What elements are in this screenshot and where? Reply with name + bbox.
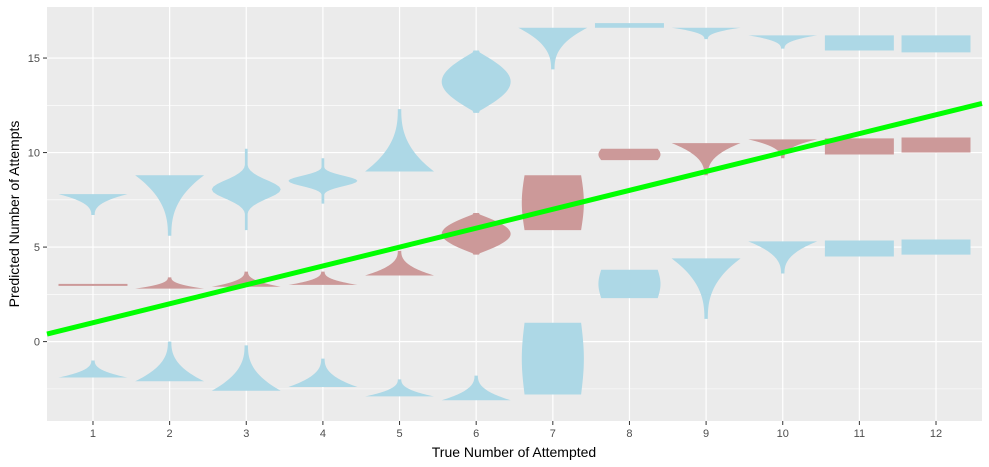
violin-red-11 [824,138,894,155]
violin-blue-4 [288,358,358,387]
violin-blue-1 [58,194,128,215]
violin-blue-5 [365,109,435,172]
violin-red-4 [288,271,358,285]
y-axis: 0 5 10 15 [28,53,47,349]
y-tick-label: 5 [34,242,40,254]
x-tick-label: 6 [473,428,479,440]
x-tick-label: 7 [550,428,556,440]
y-axis-title: Predicted Number of Attempts [6,121,22,308]
y-tick-label: 0 [34,337,40,349]
x-tick-label: 10 [777,428,789,440]
violin-blue-5 [365,379,435,397]
violin-blue-2 [135,175,205,236]
x-tick-label: 3 [243,428,249,440]
x-tick-label: 5 [396,428,402,440]
violin-blue-3 [211,148,281,231]
violin-blue-11 [824,240,894,257]
x-axis: 1 2 3 4 5 6 7 8 9 10 11 12 [90,421,942,440]
x-tick-label: 4 [320,428,326,440]
violin-red-10 [748,139,818,159]
violin-red-1 [58,283,128,286]
violin-blue-9 [671,258,741,319]
y-tick-label: 10 [28,148,40,160]
violin-blue-6 [441,375,511,401]
x-axis-title: True Number of Attempted [432,444,596,460]
x-tick-label: 8 [626,428,632,440]
violin-blue-8 [598,269,661,299]
x-tick-label: 9 [703,428,709,440]
violin-blue-8 [594,23,664,28]
x-tick-label: 2 [167,428,173,440]
violin-blue-9 [671,27,741,40]
violin-red-8 [598,148,661,161]
violin-red-5 [365,250,435,276]
violin-blue-10 [748,241,818,274]
violin-blue-4 [288,158,358,204]
violin-blue-7 [518,27,588,70]
plot-panel [47,7,982,421]
violin-red-2 [135,277,205,289]
violin-blue-12 [901,35,971,53]
violin-red-12 [901,137,971,153]
violins [58,23,971,401]
y-tick-label: 15 [28,53,40,65]
violin-red-9 [671,143,741,176]
violin-blue-12 [901,239,971,255]
x-tick-label: 12 [930,428,942,440]
violin-blue-1 [58,360,128,378]
x-tick-label: 11 [854,428,865,440]
violin-red-7 [521,175,584,231]
violin-blue-6 [441,50,511,113]
minor-grid [47,105,982,390]
violin-blue-3 [211,345,281,391]
trend-line [46,100,983,337]
violin-blue-10 [748,35,818,49]
violin-blue-7 [521,322,584,395]
violin-blue-2 [135,341,205,382]
x-tick-label: 1 [90,428,96,440]
violin-blue-11 [824,35,894,51]
trend-line-group [46,100,983,337]
